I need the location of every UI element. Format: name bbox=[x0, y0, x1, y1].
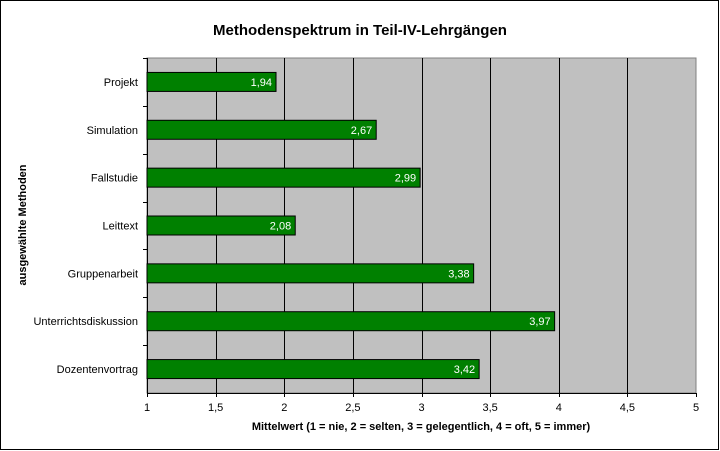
bar-unterrichtsdiskussion bbox=[146, 311, 556, 332]
bar-leittext bbox=[146, 215, 296, 236]
bar-projekt bbox=[146, 71, 277, 92]
category-label: Simulation bbox=[87, 125, 138, 137]
bar-dozentenvortrag bbox=[146, 359, 480, 380]
data-label: 3,42 bbox=[454, 364, 475, 376]
category-label: Gruppenarbeit bbox=[68, 268, 138, 280]
x-tick-labels: 1 1,5 2 2,5 3 3,5 4 4,5 5 bbox=[144, 402, 699, 414]
category-label: Fallstudie bbox=[91, 173, 138, 185]
category-labels: Projekt Simulation Fallstudie Leittext Grupp… bbox=[33, 77, 138, 376]
chart-title: Methodenspektrum in Teil-IV-Lehrgängen bbox=[213, 22, 507, 39]
y-axis-title: ausgewählte Methoden bbox=[17, 164, 29, 285]
data-label: 2,67 bbox=[351, 125, 372, 137]
x-tick-label: 4,5 bbox=[620, 402, 635, 414]
data-label: 2,99 bbox=[395, 173, 416, 185]
x-tick-label: 2,5 bbox=[345, 402, 360, 414]
bar-simulation bbox=[146, 119, 377, 140]
x-axis-title: Mittelwert (1 = nie, 2 = selten, 3 = gel… bbox=[252, 421, 591, 433]
data-label: 2,08 bbox=[270, 221, 291, 233]
bar-gruppenarbeit bbox=[146, 263, 475, 284]
x-tick-label: 3,5 bbox=[482, 402, 497, 414]
category-label: Dozentenvortrag bbox=[57, 364, 138, 376]
x-tick-label: 1,5 bbox=[208, 402, 223, 414]
bars: 1,94 2,67 2,99 2,08 3,38 3,97 3,42 bbox=[146, 71, 556, 380]
x-tick-label: 1 bbox=[144, 402, 150, 414]
category-label: Leittext bbox=[103, 221, 138, 233]
x-tick-label: 5 bbox=[693, 402, 699, 414]
category-label: Unterrichtsdiskussion bbox=[33, 316, 138, 328]
data-label: 3,97 bbox=[529, 316, 550, 328]
bar-fallstudie bbox=[146, 167, 421, 188]
data-label: 1,94 bbox=[251, 77, 272, 89]
x-tick-label: 3 bbox=[418, 402, 424, 414]
data-label: 3,38 bbox=[448, 268, 469, 280]
x-tick-label: 2 bbox=[281, 402, 287, 414]
x-tick-label: 4 bbox=[556, 402, 562, 414]
category-label: Projekt bbox=[104, 77, 138, 89]
